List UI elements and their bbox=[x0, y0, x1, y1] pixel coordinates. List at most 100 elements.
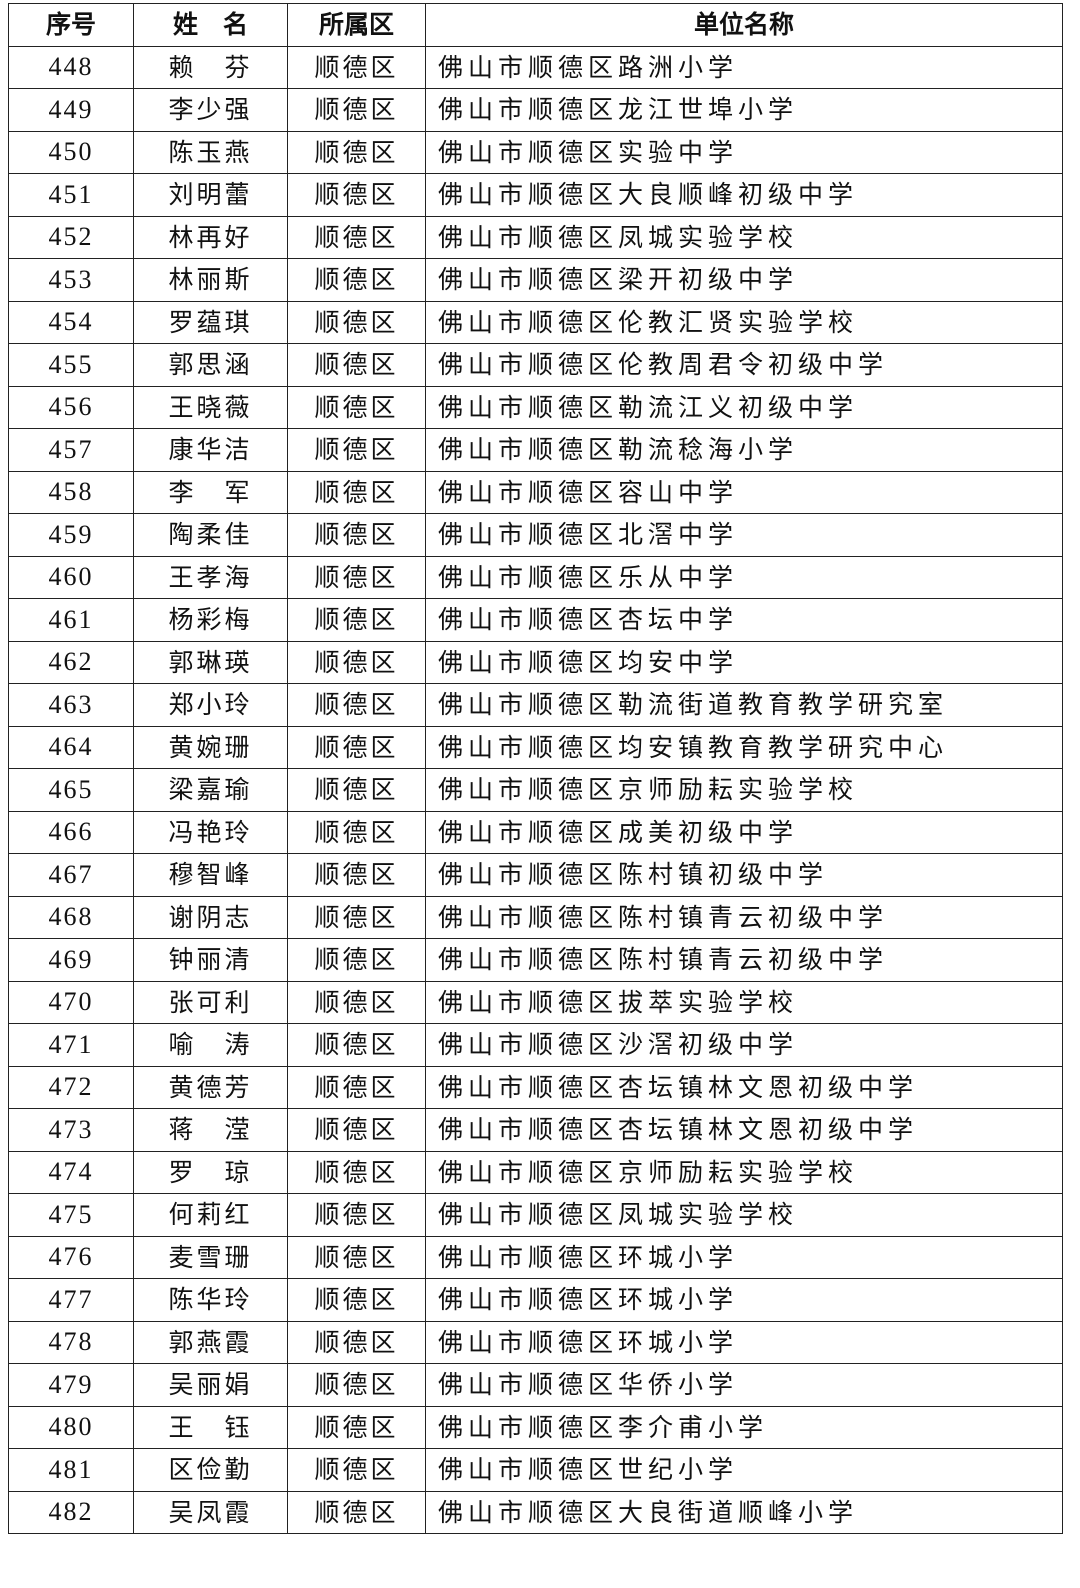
table-row: 463 郑小玲 顺德区 佛山市顺德区勒流街道教育教学研究室 bbox=[8, 683, 1063, 727]
cell-name: 李少强 bbox=[133, 88, 288, 132]
table-row: 480 王 钰顺德区 佛山市顺德区李介甫小学 bbox=[8, 1405, 1063, 1449]
cell-district: 顺德区 bbox=[287, 1108, 426, 1152]
cell-name: 郭燕霞 bbox=[133, 1320, 288, 1364]
cell-unit: 佛山市顺德区北滘中学 bbox=[425, 513, 1063, 557]
cell-district: 顺德区 bbox=[287, 725, 426, 769]
cell-district: 顺德区 bbox=[287, 130, 426, 174]
cell-name: 蒋 滢 bbox=[133, 1108, 288, 1152]
cell-name: 黄德芳 bbox=[133, 1065, 288, 1109]
cell-district: 顺德区 bbox=[287, 555, 426, 599]
cell-name: 李 军 bbox=[133, 470, 288, 514]
cell-serial: 466 bbox=[8, 810, 134, 854]
table-row: 467 穆智峰 顺德区 佛山市顺德区陈村镇初级中学 bbox=[8, 853, 1063, 897]
cell-district: 顺德区 bbox=[287, 1405, 426, 1449]
cell-serial: 460 bbox=[8, 555, 134, 599]
table-row: 451 刘明蕾 顺德区 佛山市顺德区大良顺峰初级中学 bbox=[8, 173, 1063, 217]
header-unit: 单位名称 bbox=[425, 3, 1063, 47]
table-row: 474 罗 琼顺德区 佛山市顺德区京师励耘实验学校 bbox=[8, 1150, 1063, 1194]
cell-unit: 佛山市顺德区路洲小学 bbox=[425, 45, 1063, 89]
cell-serial: 449 bbox=[8, 88, 134, 132]
cell-unit: 佛山市顺德区拔萃实验学校 bbox=[425, 980, 1063, 1024]
cell-serial: 448 bbox=[8, 45, 134, 89]
cell-serial: 477 bbox=[8, 1278, 134, 1322]
cell-district: 顺德区 bbox=[287, 1065, 426, 1109]
cell-district: 顺德区 bbox=[287, 1320, 426, 1364]
cell-unit: 佛山市顺德区成美初级中学 bbox=[425, 810, 1063, 854]
cell-serial: 455 bbox=[8, 343, 134, 387]
cell-serial: 465 bbox=[8, 768, 134, 812]
cell-name: 麦雪珊 bbox=[133, 1235, 288, 1279]
cell-unit: 佛山市顺德区实验中学 bbox=[425, 130, 1063, 174]
cell-name: 罗蕴琪 bbox=[133, 300, 288, 344]
table-row: 477 陈华玲 顺德区 佛山市顺德区环城小学 bbox=[8, 1278, 1063, 1322]
cell-unit: 佛山市顺德区伦教周君令初级中学 bbox=[425, 343, 1063, 387]
table-row: 478 郭燕霞 顺德区 佛山市顺德区环城小学 bbox=[8, 1320, 1063, 1364]
cell-unit: 佛山市顺德区伦教汇贤实验学校 bbox=[425, 300, 1063, 344]
cell-name: 王孝海 bbox=[133, 555, 288, 599]
table-row: 462 郭琳瑛 顺德区 佛山市顺德区均安中学 bbox=[8, 640, 1063, 684]
cell-name: 王 钰 bbox=[133, 1405, 288, 1449]
cell-district: 顺德区 bbox=[287, 1023, 426, 1067]
table-row: 460 王孝海 顺德区 佛山市顺德区乐从中学 bbox=[8, 555, 1063, 599]
cell-district: 顺德区 bbox=[287, 1235, 426, 1279]
cell-district: 顺德区 bbox=[287, 1490, 426, 1534]
cell-unit: 佛山市顺德区乐从中学 bbox=[425, 555, 1063, 599]
cell-unit: 佛山市顺德区凤城实验学校 bbox=[425, 215, 1063, 259]
cell-name: 张可利 bbox=[133, 980, 288, 1024]
cell-serial: 467 bbox=[8, 853, 134, 897]
cell-unit: 佛山市顺德区勒流街道教育教学研究室 bbox=[425, 683, 1063, 727]
cell-unit: 佛山市顺德区陈村镇青云初级中学 bbox=[425, 938, 1063, 982]
cell-name: 刘明蕾 bbox=[133, 173, 288, 217]
cell-name: 杨彩梅 bbox=[133, 598, 288, 642]
cell-unit: 佛山市顺德区华侨小学 bbox=[425, 1363, 1063, 1407]
cell-serial: 476 bbox=[8, 1235, 134, 1279]
cell-district: 顺德区 bbox=[287, 1193, 426, 1237]
cell-serial: 452 bbox=[8, 215, 134, 259]
table-row: 455 郭思涵 顺德区 佛山市顺德区伦教周君令初级中学 bbox=[8, 343, 1063, 387]
cell-district: 顺德区 bbox=[287, 173, 426, 217]
cell-unit: 佛山市顺德区京师励耘实验学校 bbox=[425, 1150, 1063, 1194]
header-district: 所属区 bbox=[287, 3, 426, 47]
cell-name: 吴凤霞 bbox=[133, 1490, 288, 1534]
cell-unit: 佛山市顺德区杏坛镇林文恩初级中学 bbox=[425, 1065, 1063, 1109]
cell-serial: 451 bbox=[8, 173, 134, 217]
table-row: 468 谢阴志 顺德区 佛山市顺德区陈村镇青云初级中学 bbox=[8, 895, 1063, 939]
table-row: 466 冯艳玲 顺德区 佛山市顺德区成美初级中学 bbox=[8, 810, 1063, 854]
cell-unit: 佛山市顺德区京师励耘实验学校 bbox=[425, 768, 1063, 812]
cell-district: 顺德区 bbox=[287, 810, 426, 854]
cell-name: 穆智峰 bbox=[133, 853, 288, 897]
cell-name: 钟丽清 bbox=[133, 938, 288, 982]
cell-district: 顺德区 bbox=[287, 1363, 426, 1407]
cell-district: 顺德区 bbox=[287, 513, 426, 557]
cell-serial: 472 bbox=[8, 1065, 134, 1109]
cell-unit: 佛山市顺德区大良街道顺峰小学 bbox=[425, 1490, 1063, 1534]
cell-serial: 482 bbox=[8, 1490, 134, 1534]
cell-unit: 佛山市顺德区容山中学 bbox=[425, 470, 1063, 514]
cell-unit: 佛山市顺德区环城小学 bbox=[425, 1278, 1063, 1322]
cell-serial: 479 bbox=[8, 1363, 134, 1407]
cell-name: 郑小玲 bbox=[133, 683, 288, 727]
cell-unit: 佛山市顺德区龙江世埠小学 bbox=[425, 88, 1063, 132]
cell-district: 顺德区 bbox=[287, 88, 426, 132]
cell-serial: 453 bbox=[8, 258, 134, 302]
header-row: 序号 姓 名 所属区 单位名称 bbox=[8, 3, 1063, 47]
cell-name: 何莉红 bbox=[133, 1193, 288, 1237]
cell-district: 顺德区 bbox=[287, 853, 426, 897]
table-row: 461 杨彩梅 顺德区 佛山市顺德区杏坛中学 bbox=[8, 598, 1063, 642]
roster-table: 序号 姓 名 所属区 单位名称 448 赖 芬顺德区 佛山市顺德区路洲小学 449 李少… bbox=[8, 3, 1063, 1534]
cell-name: 林丽斯 bbox=[133, 258, 288, 302]
cell-unit: 佛山市顺德区凤城实验学校 bbox=[425, 1193, 1063, 1237]
table-row: 450 陈玉燕 顺德区 佛山市顺德区实验中学 bbox=[8, 130, 1063, 174]
header-serial: 序号 bbox=[8, 3, 134, 47]
header-name: 姓 名 bbox=[133, 3, 288, 47]
cell-serial: 456 bbox=[8, 385, 134, 429]
cell-name: 冯艳玲 bbox=[133, 810, 288, 854]
cell-district: 顺德区 bbox=[287, 1150, 426, 1194]
cell-unit: 佛山市顺德区梁开初级中学 bbox=[425, 258, 1063, 302]
table-row: 471 喻 涛顺德区 佛山市顺德区沙滘初级中学 bbox=[8, 1023, 1063, 1067]
cell-name: 喻 涛 bbox=[133, 1023, 288, 1067]
cell-serial: 450 bbox=[8, 130, 134, 174]
table-row: 465 梁嘉瑜 顺德区 佛山市顺德区京师励耘实验学校 bbox=[8, 768, 1063, 812]
cell-district: 顺德区 bbox=[287, 768, 426, 812]
cell-serial: 462 bbox=[8, 640, 134, 684]
